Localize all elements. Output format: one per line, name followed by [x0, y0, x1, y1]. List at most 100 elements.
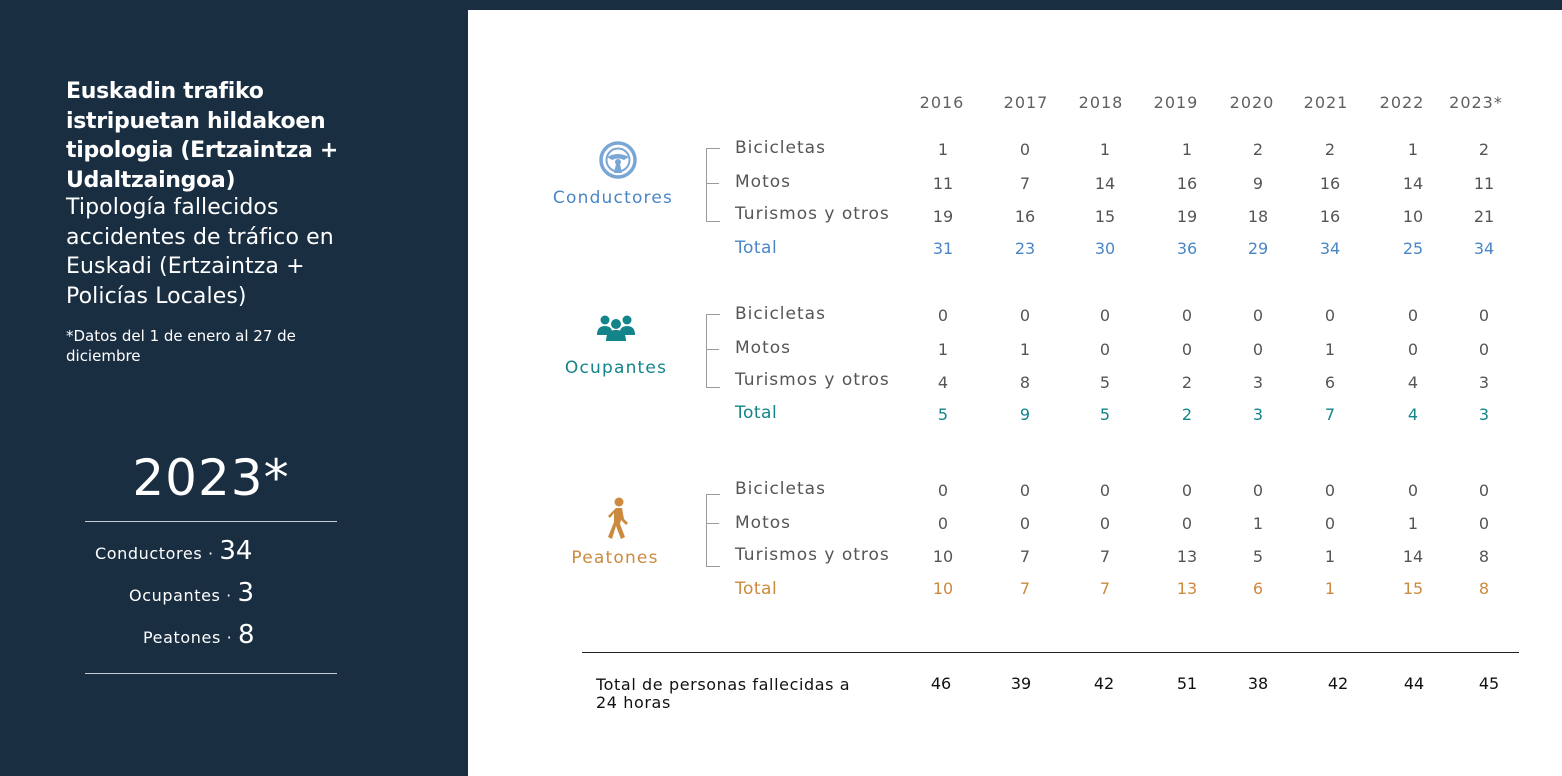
- group-bracket: [706, 148, 720, 222]
- grand-total-cell: 51: [1176, 674, 1198, 693]
- table-cell: 16: [1176, 174, 1198, 193]
- table-cell: 8: [1019, 373, 1031, 392]
- table-cell: 0: [937, 514, 949, 533]
- grand-total-cell: 44: [1403, 674, 1425, 693]
- table-cell: 15: [1094, 207, 1116, 226]
- total-cell: 36: [1176, 239, 1198, 258]
- total-cell: 7: [1099, 579, 1111, 598]
- total-cell: 7: [1324, 405, 1336, 424]
- summary-label: Ocupantes ·: [129, 586, 232, 605]
- table-cell: 19: [932, 207, 954, 226]
- highlight-year: 2023*: [132, 449, 290, 507]
- total-cell: 13: [1176, 579, 1198, 598]
- table-cell: 2: [1478, 140, 1490, 159]
- year-header: 2018: [1078, 93, 1124, 112]
- row-label: Turismos y otros: [735, 370, 890, 390]
- year-header: 2017: [1003, 93, 1049, 112]
- table-cell: 0: [1099, 340, 1111, 359]
- title-spanish: Tipología fallecidos accidentes de tráfi…: [66, 195, 334, 309]
- table-cell: 0: [1252, 340, 1264, 359]
- total-cell: 2: [1181, 405, 1193, 424]
- table-cell: 4: [1407, 373, 1419, 392]
- summary-label: Conductores ·: [95, 544, 214, 563]
- total-divider: [582, 652, 1519, 653]
- table-cell: 0: [1478, 340, 1490, 359]
- table-cell: 19: [1176, 207, 1198, 226]
- group-bracket: [706, 494, 720, 567]
- table-cell: 1: [1181, 140, 1193, 159]
- table-cell: 2: [1181, 373, 1193, 392]
- total-cell: 5: [1099, 405, 1111, 424]
- total-cell: 34: [1319, 239, 1341, 258]
- steering-wheel-icon: [598, 140, 638, 184]
- table-cell: 7: [1019, 174, 1031, 193]
- row-label: Motos: [735, 338, 791, 358]
- total-cell: 34: [1473, 239, 1495, 258]
- summary-value: 8: [237, 620, 255, 650]
- table-cell: 0: [1181, 306, 1193, 325]
- table-cell: 1: [1324, 340, 1336, 359]
- table-cell: 1: [1252, 514, 1264, 533]
- summary-label: Peatones ·: [143, 628, 233, 647]
- table-cell: 11: [1473, 174, 1495, 193]
- table-cell: 0: [1407, 340, 1419, 359]
- pedestrian-icon: [606, 497, 630, 545]
- table-cell: 0: [1099, 306, 1111, 325]
- table-cell: 0: [1478, 306, 1490, 325]
- group-people-icon: [596, 313, 636, 347]
- table-cell: 2: [1324, 140, 1336, 159]
- table-cell: 3: [1252, 373, 1264, 392]
- table-cell: 1: [937, 140, 949, 159]
- table-cell: 0: [1478, 481, 1490, 500]
- table-cell: 16: [1319, 207, 1341, 226]
- footnote: *Datos del 1 de enero al 27 de diciembre: [66, 327, 296, 365]
- table-cell: 14: [1402, 547, 1424, 566]
- table-cell: 0: [1252, 481, 1264, 500]
- total-cell: 10: [932, 579, 954, 598]
- total-cell: 7: [1019, 579, 1031, 598]
- year-header: 2016: [919, 93, 965, 112]
- year-header: 2021: [1303, 93, 1349, 112]
- bracket-tick: [706, 183, 719, 184]
- table-cell: 16: [1014, 207, 1036, 226]
- data-table-panel: Conductores Ocupantes Peatones Total de …: [468, 10, 1562, 776]
- table-cell: 18: [1247, 207, 1269, 226]
- table-cell: 0: [1019, 481, 1031, 500]
- table-cell: 9: [1252, 174, 1264, 193]
- table-cell: 5: [1099, 373, 1111, 392]
- row-label: Bicicletas: [735, 479, 826, 499]
- table-cell: 0: [1181, 514, 1193, 533]
- group-label-conductores: Conductores: [552, 188, 674, 208]
- table-cell: 21: [1473, 207, 1495, 226]
- table-cell: 6: [1324, 373, 1336, 392]
- total-cell: 1: [1324, 579, 1336, 598]
- table-cell: 14: [1402, 174, 1424, 193]
- table-cell: 10: [1402, 207, 1424, 226]
- total-row-label: Total: [735, 238, 778, 258]
- summary-top-divider: [85, 521, 337, 522]
- table-cell: 0: [1019, 514, 1031, 533]
- total-cell: 6: [1252, 579, 1264, 598]
- table-cell: 14: [1094, 174, 1116, 193]
- total-cell: 5: [937, 405, 949, 424]
- table-cell: 0: [937, 306, 949, 325]
- row-label: Bicicletas: [735, 304, 826, 324]
- table-cell: 0: [1019, 306, 1031, 325]
- row-label: Turismos y otros: [735, 204, 890, 224]
- row-label: Motos: [735, 172, 791, 192]
- group-label-peatones: Peatones: [571, 548, 659, 568]
- table-cell: 0: [937, 481, 949, 500]
- table-cell: 1: [937, 340, 949, 359]
- table-cell: 0: [1324, 306, 1336, 325]
- summary-bottom-divider: [85, 673, 337, 674]
- group-bracket: [706, 314, 720, 388]
- total-cell: 9: [1019, 405, 1031, 424]
- table-cell: 1: [1099, 140, 1111, 159]
- year-header: 2022: [1379, 93, 1425, 112]
- table-cell: 11: [932, 174, 954, 193]
- total-cell: 15: [1402, 579, 1424, 598]
- grand-total-cell: 38: [1247, 674, 1269, 693]
- row-label: Turismos y otros: [735, 545, 890, 565]
- row-label: Bicicletas: [735, 138, 826, 158]
- table-cell: 1: [1407, 140, 1419, 159]
